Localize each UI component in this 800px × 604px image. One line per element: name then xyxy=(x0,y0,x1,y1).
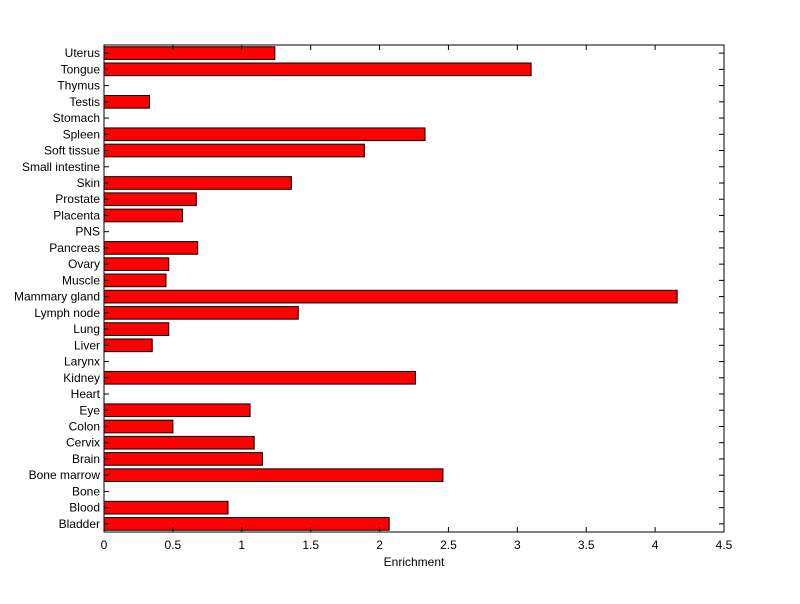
y-tick-label: Small intestine xyxy=(22,160,100,174)
x-tick-label: 0 xyxy=(101,538,108,552)
bar-pancreas xyxy=(103,241,199,255)
bar-spleen xyxy=(103,127,426,142)
x-tick-label: 2 xyxy=(376,538,383,552)
y-tick-labels: Uterus Tongue Thymus Testis Stomach Spleen Sof… xyxy=(14,46,101,531)
bar-skin xyxy=(103,176,292,190)
plot-frame xyxy=(103,44,725,533)
y-tick-label: PNS xyxy=(75,225,100,239)
bar-mammary-gland xyxy=(103,289,678,304)
bar-ovary xyxy=(103,257,170,271)
x-tick-label: 3.5 xyxy=(578,538,595,552)
y-tick-label: Heart xyxy=(71,387,101,401)
bar-cervix xyxy=(103,435,255,450)
y-tick-label: Liver xyxy=(74,338,100,352)
bar-placenta xyxy=(103,208,184,223)
x-tick-label: 0.5 xyxy=(165,538,182,552)
bar-soft-tissue xyxy=(103,143,365,158)
y-tick-label: Larynx xyxy=(64,355,100,369)
y-tick-label: Pancreas xyxy=(49,241,100,255)
y-tick-label: Placenta xyxy=(53,208,100,222)
y-tick-label: Brain xyxy=(72,452,100,466)
y-tick-label: Colon xyxy=(69,419,100,433)
bar-blood xyxy=(103,500,229,515)
y-tick-label: Kidney xyxy=(63,371,100,385)
x-tick-label: 2.5 xyxy=(440,538,457,552)
y-tick-label: Thymus xyxy=(57,79,100,93)
x-axis-label: Enrichment xyxy=(384,555,445,569)
y-tick-label: Blood xyxy=(69,501,100,515)
bar-lymph-node xyxy=(103,306,299,320)
y-tick-label: Bone xyxy=(72,484,100,498)
bar-tongue xyxy=(103,62,532,77)
bar-testis xyxy=(103,94,150,109)
y-tick-label: Lymph node xyxy=(34,306,100,320)
bar-liver xyxy=(103,338,153,353)
y-tick-label: Soft tissue xyxy=(44,144,100,158)
y-tick-label: Bladder xyxy=(59,517,100,531)
x-tick-label: 3 xyxy=(514,538,521,552)
y-tick-label: Prostate xyxy=(55,192,100,206)
y-tick-label: Ovary xyxy=(68,257,100,271)
x-tick-label: 1.5 xyxy=(302,538,319,552)
bar-bone-marrow xyxy=(103,468,444,483)
bar-prostate xyxy=(103,192,197,207)
bar-uterus xyxy=(103,46,276,60)
y-tick-label: Mammary gland xyxy=(14,290,100,304)
bar-kidney xyxy=(103,370,416,385)
bar-muscle xyxy=(103,273,167,288)
y-tick-label: Stomach xyxy=(53,111,100,125)
y-tick-label: Skin xyxy=(77,176,100,190)
bar-brain xyxy=(103,452,263,466)
x-tick-labels: 0 0.5 1 1.5 2 2.5 3 3.5 4 4.5 xyxy=(101,538,733,552)
x-tick-label: 1 xyxy=(238,538,245,552)
bar-eye xyxy=(103,403,251,418)
bars-layer xyxy=(103,46,678,531)
bar-colon xyxy=(103,419,174,434)
y-tick-label: Spleen xyxy=(63,127,100,141)
y-tick-label: Testis xyxy=(69,95,100,109)
bar-lung xyxy=(103,322,170,336)
y-tick-label: Bone marrow xyxy=(29,468,101,482)
x-tick-label: 4 xyxy=(652,538,659,552)
y-tick-label: Uterus xyxy=(65,46,100,60)
y-tick-label: Eye xyxy=(79,403,100,417)
y-tick-label: Tongue xyxy=(61,62,101,76)
y-tick-label: Cervix xyxy=(66,436,100,450)
y-tick-label: Muscle xyxy=(62,273,100,287)
x-tick-label: 4.5 xyxy=(716,538,733,552)
y-tick-label: Lung xyxy=(73,322,100,336)
bar-bladder xyxy=(103,517,390,531)
